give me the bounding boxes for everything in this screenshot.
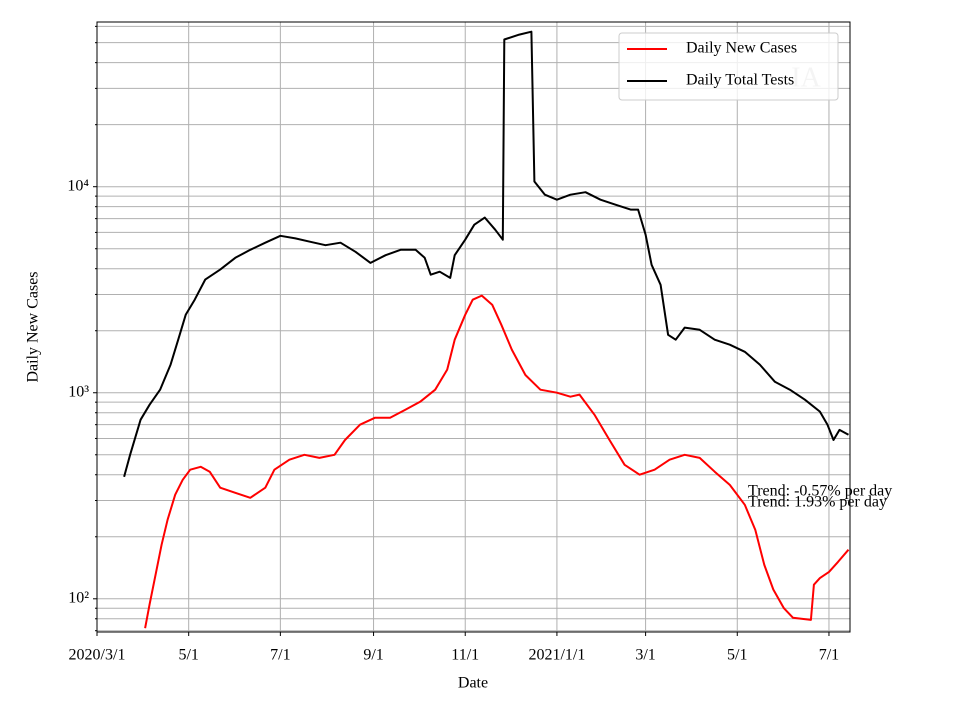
y-tick-label: 10² — [68, 589, 89, 606]
annotation: Trend: -0.57% per day — [748, 483, 892, 500]
y-tick-label: 10³ — [68, 383, 89, 400]
grid — [96, 22, 850, 632]
x-tick-label: 11/1 — [451, 647, 479, 664]
x-tick-label: 2020/3/1 — [69, 647, 126, 664]
plot-lines — [123, 30, 850, 629]
x-tick-label: 7/1 — [270, 647, 290, 664]
legend: Daily New Cases Daily Total Tests — [618, 32, 839, 101]
y-tick-label: 10⁴ — [67, 177, 89, 194]
x-tick-label: 2021/1/1 — [528, 647, 585, 664]
x-axis-label: Date — [458, 675, 488, 692]
x-tick-label: 7/1 — [819, 647, 839, 664]
axes: 2020/3/1 5/1 7/1 9/1 11/1 2021/1/1 3/1 5/1 7/1 10… — [67, 25, 839, 664]
legend-box — [618, 32, 839, 101]
x-tick-label: 5/1 — [727, 647, 747, 664]
legend-label: Daily Total Tests — [686, 72, 794, 89]
x-tick-label: 5/1 — [178, 647, 198, 664]
annotation: Trend: 1.93% per day — [748, 494, 887, 511]
series-line — [144, 294, 850, 629]
plot-frame — [96, 21, 851, 633]
y-axis-label: Daily New Cases — [25, 271, 42, 382]
x-tick-label: 3/1 — [635, 647, 655, 664]
legend-label: Daily New Cases — [686, 40, 797, 57]
series-line — [123, 30, 849, 478]
x-tick-label: 9/1 — [363, 647, 383, 664]
